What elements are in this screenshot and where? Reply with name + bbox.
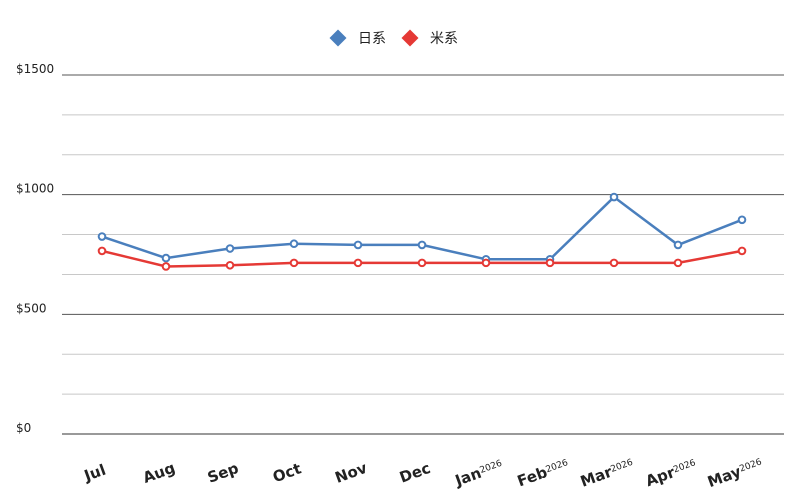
point xyxy=(417,240,427,250)
category: Aug xyxy=(140,459,177,487)
y-tick-label: $0 xyxy=(16,421,31,435)
point xyxy=(481,258,491,268)
point xyxy=(609,258,619,268)
category: Jul xyxy=(81,461,108,486)
legend-label: 米系 xyxy=(430,31,458,47)
point xyxy=(289,239,299,249)
point xyxy=(161,253,171,263)
y-tick-label: $1500 xyxy=(16,62,54,76)
category: Nov xyxy=(333,459,370,487)
category-year: 2026 xyxy=(672,458,697,475)
point xyxy=(353,258,363,268)
point xyxy=(289,258,299,268)
x-tick-label: Oct xyxy=(270,459,303,486)
category-year: 2026 xyxy=(738,457,763,474)
point xyxy=(609,192,619,202)
legend-marker xyxy=(329,29,347,47)
point xyxy=(673,258,683,268)
x-tick-label: May2026 xyxy=(705,454,765,491)
y-tick-label: $1000 xyxy=(16,182,54,196)
x-tick-label: Mar2026 xyxy=(578,455,636,491)
point xyxy=(225,260,235,270)
legend-marker xyxy=(401,29,419,47)
point xyxy=(673,240,683,250)
category-year: 2026 xyxy=(545,458,570,475)
category: Dec xyxy=(397,459,433,487)
x-tick-label: Apr2026 xyxy=(643,455,699,490)
point xyxy=(737,215,747,225)
x-tick-label: Nov xyxy=(333,459,370,487)
point xyxy=(737,246,747,256)
legend-label: 日系 xyxy=(358,31,386,47)
point xyxy=(417,258,427,268)
point xyxy=(353,240,363,250)
category: Oct xyxy=(270,459,303,486)
point xyxy=(225,244,235,253)
x-tick-label: Sep xyxy=(205,459,241,487)
point xyxy=(545,258,555,268)
x-tick-label: Feb2026 xyxy=(515,455,572,490)
y-tick-label: $500 xyxy=(16,301,47,315)
x-tick-label: Dec xyxy=(397,459,433,487)
category: Sep xyxy=(205,459,241,487)
point xyxy=(161,262,171,271)
category-year: 2026 xyxy=(479,459,504,476)
category-year: 2026 xyxy=(609,458,634,475)
series-line xyxy=(101,195,743,261)
point xyxy=(97,232,107,241)
point xyxy=(97,246,107,256)
x-tick-label: Jan2026 xyxy=(452,456,506,490)
x-tick-label: Jul xyxy=(81,461,108,486)
x-tick-label: Aug xyxy=(140,459,177,487)
